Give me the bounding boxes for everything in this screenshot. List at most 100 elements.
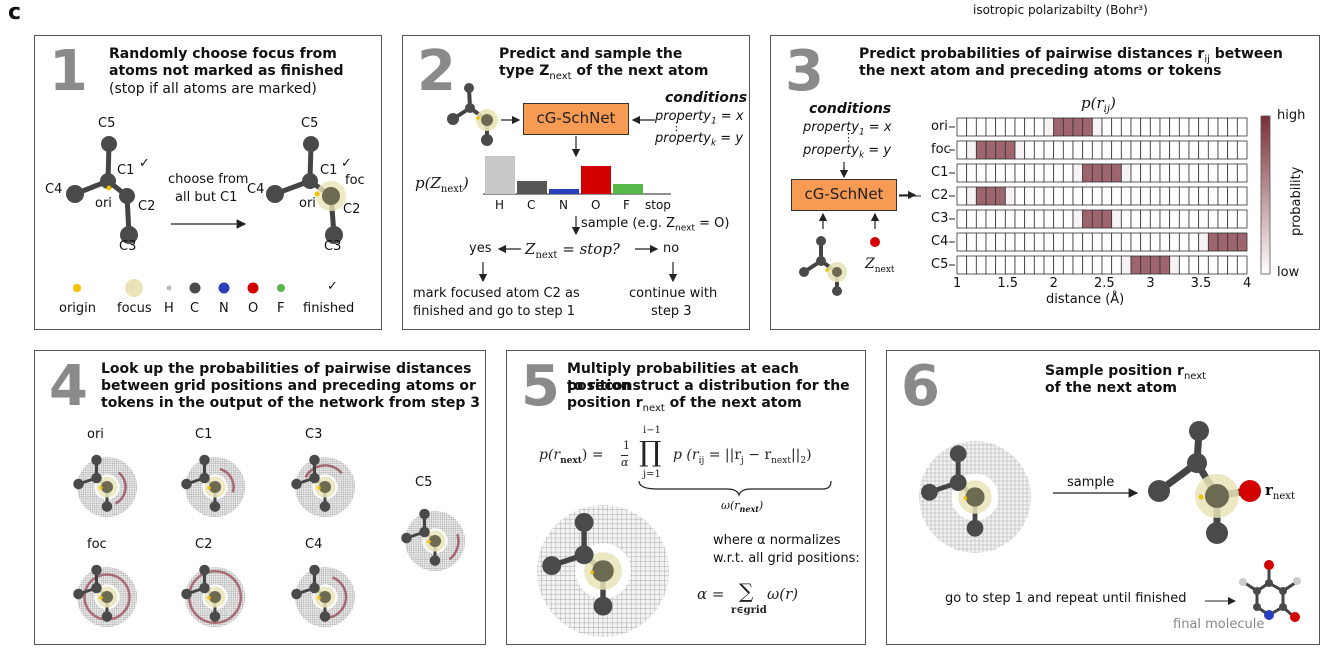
bar-label-o: O: [591, 198, 601, 212]
omega-label: ω(rnext): [721, 499, 764, 515]
heatmap-cell: [1024, 163, 1035, 183]
heatmap-cell: [1014, 209, 1026, 229]
conditions-label: conditions: [809, 101, 892, 117]
legend-o: O: [248, 301, 259, 316]
heatmap-cell: [1091, 209, 1103, 229]
stop-question: Znext = stop?: [525, 240, 620, 261]
atom-label-c1-after: C1: [320, 163, 338, 178]
heatmap-cell: [1227, 117, 1238, 137]
bar-label-f: F: [623, 198, 630, 212]
heatmap-cell: [995, 255, 1006, 275]
step-title-line-1: Look up the probabilities of pairwise di…: [101, 361, 472, 377]
heatmap-cell: [1053, 163, 1064, 183]
heatmap-cell: [1111, 117, 1122, 137]
heatmap-cell: [1024, 232, 1035, 252]
x-axis-label: distance (Å): [1046, 292, 1125, 307]
heatmap-cell: [1159, 117, 1171, 137]
heatmap-cell: [985, 232, 997, 252]
heatmap-cell: [1024, 186, 1035, 206]
rnext-label: rnext: [1265, 481, 1295, 502]
heatmap-cell: [1188, 232, 1200, 252]
heatmap-cell: [956, 140, 968, 160]
grid-molecule: [73, 564, 137, 627]
heatmap-cell: [1198, 117, 1209, 137]
heatmap-cell: [1159, 140, 1171, 160]
heatmap-cell: [1169, 140, 1180, 160]
step-title-line-3: tokens in the output of the network from…: [101, 395, 481, 411]
heatmap-cell: [1188, 140, 1200, 160]
x-tick-label: 2.5: [1094, 276, 1115, 291]
heatmap-cell: [1149, 186, 1161, 206]
heatmap-cell: [1053, 117, 1064, 137]
heatmap-cell: [1024, 255, 1035, 275]
heatmap-cell: [1120, 186, 1132, 206]
heatmap-cell: [1207, 140, 1219, 160]
heatmap-cell: [1082, 163, 1093, 183]
heatmap-cell: [1169, 232, 1180, 252]
heatmap-cell: [1033, 209, 1045, 229]
condition-dots: ⋮: [671, 120, 682, 133]
heatmap-cell: [1014, 232, 1026, 252]
heatmap-cell: [995, 117, 1006, 137]
heatmap-cell: [1236, 117, 1248, 137]
heatmap-cell: [1217, 140, 1229, 160]
heatmap-cell: [1004, 163, 1016, 183]
bar-label-n: N: [559, 198, 568, 212]
heatmap-cell: [1043, 209, 1055, 229]
heatmap-cell: [1188, 117, 1200, 137]
step-title-line-2: between grid positions and preceding ato…: [101, 378, 476, 394]
atom-label-c1: C1: [117, 163, 135, 178]
heatmap-cell: [1004, 255, 1016, 275]
grid-molecule: [73, 454, 137, 517]
heatmap-cell: [1014, 140, 1026, 160]
step-number: 1: [49, 39, 88, 104]
heatmap-cell: [1159, 163, 1171, 183]
heatmap-cell: [1033, 140, 1045, 160]
heatmap-cell: [995, 140, 1006, 160]
heatmap-cell: [1072, 117, 1084, 137]
heatmap-cell: [1120, 140, 1132, 160]
heatmap-row-label: C5: [931, 257, 949, 272]
atom-label-foc: foc: [345, 173, 365, 188]
heatmap-cell: [1198, 255, 1209, 275]
alpha-note-line-2: w.r.t. all grid positions:: [713, 551, 860, 566]
heatmap-cell: [1082, 140, 1093, 160]
heatmap-cell: [1062, 163, 1074, 183]
heatmap-cell: [1004, 232, 1016, 252]
heatmap-cell: [1227, 186, 1238, 206]
heatmap-cell: [1101, 255, 1113, 275]
heatmap-cell: [1236, 232, 1248, 252]
heatmap-cell: [1140, 232, 1151, 252]
sample-note: sample (e.g. Znext = O): [581, 216, 730, 234]
heatmap-cell: [975, 232, 987, 252]
heatmap-cell: [1236, 209, 1248, 229]
heatmap-cell: [1082, 232, 1093, 252]
heatmap-cell: [956, 232, 968, 252]
panel-step-2: 2 Predict and sample the type Znext of t…: [402, 35, 750, 330]
grid-label-foc: foc: [87, 537, 107, 552]
heatmap-cell: [1130, 117, 1142, 137]
arrow-label-line-2: all but C1: [175, 190, 238, 205]
heatmap-cell: [1043, 163, 1055, 183]
sample-arrow-label: sample: [1067, 475, 1115, 490]
grid-molecule: [919, 441, 1031, 553]
heatmap-cell: [1140, 209, 1151, 229]
alpha-note-line-1: where α normalizes: [713, 533, 841, 548]
condition-property-k: propertyk = y: [655, 131, 744, 149]
heatmap-cell: [1130, 140, 1142, 160]
heatmap-cell: [1062, 232, 1074, 252]
heatmap-cell: [1207, 255, 1219, 275]
heatmap-cell: [985, 255, 997, 275]
heatmap-cell: [1120, 117, 1132, 137]
heatmap-cell: [1130, 232, 1142, 252]
heatmap-cell: [1236, 163, 1248, 183]
heatmap-cell: [1178, 209, 1190, 229]
step-title-line-1: Predict and sample the: [499, 46, 683, 62]
step-number: 3: [785, 39, 824, 104]
grid-molecule: [401, 508, 465, 571]
colorbar-low: low: [1277, 265, 1300, 280]
grid-molecules: [73, 454, 465, 627]
heatmap-cell: [1053, 209, 1064, 229]
legend-focus: focus: [117, 301, 152, 316]
heatmap-cell: [1178, 255, 1190, 275]
